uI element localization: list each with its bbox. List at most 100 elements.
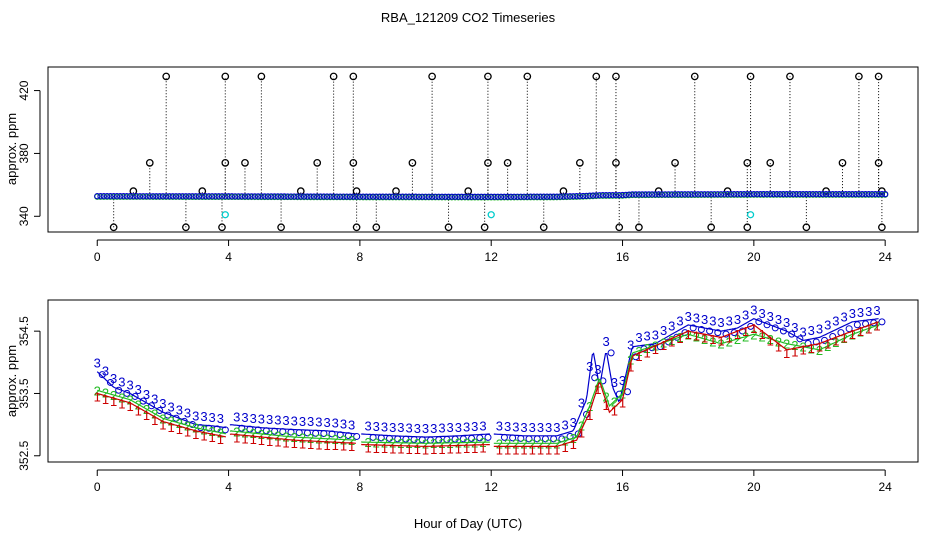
- baseline-point-blue: [737, 191, 744, 198]
- series-2-marker: 2: [602, 390, 609, 405]
- series-3-marker: 3: [159, 396, 166, 411]
- series-3-point: [402, 435, 410, 443]
- spike-point: [428, 72, 436, 81]
- baseline-point-blue: [655, 191, 662, 198]
- series-1-marker: 1: [496, 442, 503, 457]
- baseline-point-blue: [110, 193, 117, 200]
- baseline-point-blue: [310, 193, 318, 200]
- baseline-point-blue: [721, 191, 728, 198]
- series-2-marker: 2: [126, 393, 133, 408]
- series-1-marker: 1: [151, 413, 158, 428]
- series-3-marker: 3: [184, 406, 191, 421]
- baseline-point-blue: [235, 193, 242, 200]
- series-3-marker: 3: [422, 421, 429, 436]
- spike-point: [182, 223, 190, 232]
- baseline-point-blue: [579, 192, 587, 200]
- series-3-point: [796, 335, 804, 343]
- x-tick-label: 4: [225, 480, 232, 494]
- top-panel-baseline: [94, 190, 889, 201]
- series-3-marker: 3: [685, 309, 692, 324]
- baseline-point-blue: [202, 193, 209, 200]
- series-2-marker: 2: [348, 433, 355, 448]
- spike-point: [786, 72, 794, 81]
- series-1-marker: 1: [849, 327, 856, 342]
- baseline-point-blue: [520, 193, 528, 200]
- series-2-marker: 2: [742, 330, 749, 345]
- series-1-marker: 1: [241, 431, 248, 446]
- series-3-point: [377, 434, 385, 442]
- series-2-marker: 2: [307, 431, 314, 446]
- baseline-point-blue: [268, 193, 275, 200]
- series-3-marker: 3: [742, 307, 749, 322]
- series-2-marker: 2: [110, 388, 117, 403]
- baseline-point-blue: [471, 193, 478, 200]
- series-2-marker: 2: [340, 433, 347, 448]
- series-1-marker: 1: [463, 441, 470, 456]
- series-2-marker: 2: [791, 338, 798, 353]
- series-3-point: [312, 429, 320, 437]
- baseline-point-blue: [803, 190, 810, 198]
- series-1-marker: 1: [364, 441, 371, 456]
- series-2-marker: 2: [660, 336, 667, 351]
- series-3-point: [640, 345, 648, 353]
- series-1-marker: 1: [668, 334, 675, 349]
- series-1-marker: 1: [455, 441, 462, 456]
- baseline-point-blue: [422, 193, 429, 200]
- series-1-marker: 1: [635, 349, 642, 364]
- series-1-marker: 1: [135, 403, 142, 418]
- series-3-marker: 3: [414, 421, 421, 436]
- baseline-point-blue: [727, 191, 735, 198]
- spike-point: [592, 72, 601, 81]
- baseline-point-blue: [878, 190, 886, 198]
- series-2-marker: 2: [250, 426, 257, 441]
- baseline-point-blue: [425, 193, 432, 200]
- series-1-marker: 1: [545, 442, 552, 457]
- series-2-marker: 2: [816, 343, 823, 358]
- baseline-point-blue: [563, 193, 570, 200]
- series-3-marker: 3: [176, 402, 183, 417]
- series-3-marker: 3: [578, 395, 585, 410]
- series-2-marker: 2: [209, 424, 216, 439]
- series-3-marker: 3: [266, 412, 273, 427]
- series-1-marker: 1: [471, 441, 478, 456]
- spike-point: [313, 159, 322, 167]
- series-3-marker: 3: [209, 410, 216, 425]
- baseline-point-blue: [297, 193, 304, 200]
- baseline-point-blue: [616, 191, 623, 199]
- baseline-point-blue: [868, 190, 876, 198]
- series-1-marker: 1: [816, 340, 823, 355]
- series-3-marker: 3: [200, 409, 207, 424]
- series-3-marker: 3: [471, 419, 478, 434]
- baseline-point-blue: [100, 193, 107, 200]
- series-2-marker: 2: [767, 332, 774, 347]
- baseline-point-blue: [195, 193, 203, 200]
- series-1-marker: 1: [783, 346, 790, 361]
- series-1-marker: 1: [397, 442, 404, 457]
- bottom-panel-frame: [47, 299, 919, 463]
- series-3-point: [476, 434, 484, 442]
- spike-point: [690, 72, 699, 81]
- baseline-point-blue: [776, 190, 784, 198]
- baseline-point-blue: [320, 193, 327, 200]
- series-3-marker: 3: [553, 420, 560, 435]
- series-3-point: [106, 378, 114, 386]
- baseline-point-blue: [855, 190, 863, 198]
- series-3-marker: 3: [135, 382, 142, 397]
- series-3-point: [804, 340, 812, 347]
- series-3-point: [336, 431, 344, 439]
- series-1-marker: 1: [594, 382, 601, 397]
- series-1-marker: 1: [611, 403, 618, 418]
- series-2-marker: 2: [389, 436, 396, 451]
- spike-point: [480, 223, 489, 232]
- baseline-point-blue: [238, 193, 245, 200]
- series-3-point: [582, 410, 590, 418]
- series-3-point: [147, 402, 155, 410]
- baseline-point-blue: [218, 193, 226, 200]
- baseline-point-blue: [609, 191, 616, 199]
- baseline-point-blue: [852, 190, 859, 198]
- baseline-point-blue: [859, 190, 866, 198]
- series-3-marker: 3: [274, 413, 281, 428]
- series-2-marker: 2: [717, 337, 724, 352]
- series-2-marker: 2: [455, 436, 462, 451]
- series-3-marker: 3: [668, 318, 675, 333]
